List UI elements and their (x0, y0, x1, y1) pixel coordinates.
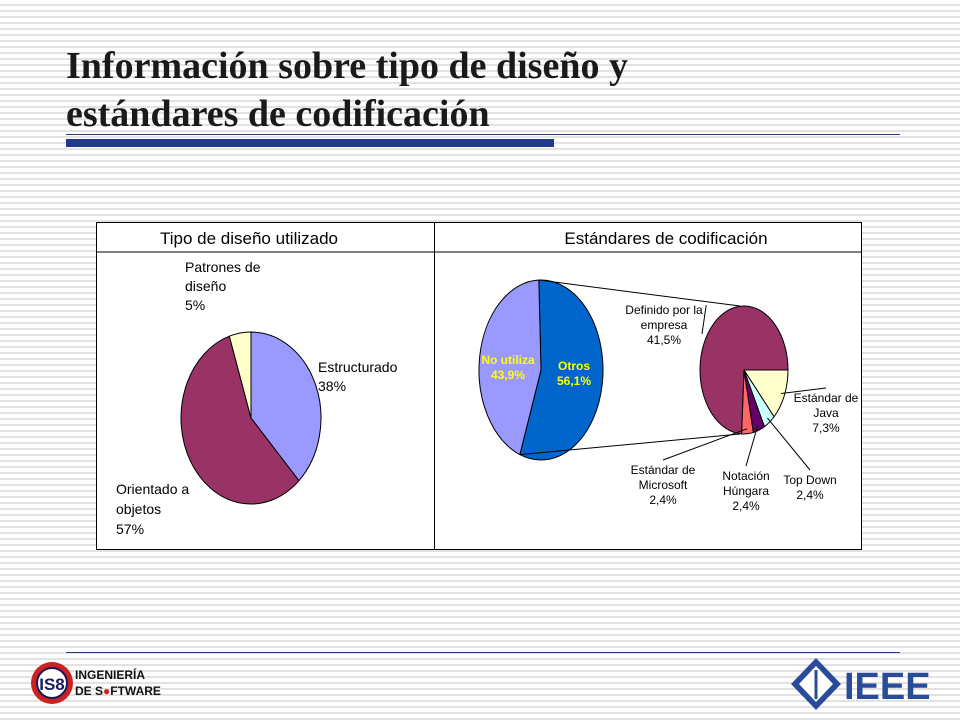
standards-noutiliza-label-line: No utiliza (481, 353, 535, 367)
breakdown-3-label: Estándar de Microsoft 2,4% (631, 463, 696, 507)
breakdown-0-label-line: 7,3% (812, 421, 840, 435)
standards-otros-label-line: 56,1% (557, 374, 591, 388)
charts-svg: Tipo de diseño utilizado Estándares de c… (96, 222, 862, 550)
design-oop-label: Orientado a objetos 57% (116, 481, 189, 537)
slide-title-line2: estándares de codificación (66, 93, 490, 135)
breakdown-4-label: Definido por la empresa 41,5% (625, 303, 703, 347)
breakdown-0-label-line: Java (813, 406, 839, 420)
logo-text-line2-b: FTWARE (110, 684, 161, 698)
breakdown-3-label-line: 2,4% (649, 493, 677, 507)
breakdown-0-label: Estándar de Java 7,3% (794, 391, 859, 435)
standards-otros-label: Otros 56,1% (557, 359, 591, 388)
design-structured-label-line: 38% (318, 378, 346, 394)
ieee-logo: IEEE (791, 658, 931, 710)
breakdown-4-label-line: Definido por la (625, 303, 703, 317)
design-structured-label: Estructurado 38% (318, 359, 398, 394)
leader-breakdown-4 (701, 305, 707, 335)
pie-standards: Otros 56,1% No utiliza 43,9% (478, 279, 604, 461)
title-underline-thick (66, 139, 554, 147)
pie-connectors (519, 279, 741, 456)
breakdown-4-label-line: empresa (641, 318, 688, 332)
slide-title: Información sobre tipo de diseño y están… (66, 42, 886, 138)
standards-noutiliza-label: No utiliza 43,9% (481, 353, 535, 382)
logo-gear-glyph: ● (103, 684, 110, 698)
logo-text-line2-a: DE S (75, 684, 103, 698)
logo-text-line1: INGENIERÍA (75, 667, 145, 682)
standards-noutiliza-label-line: 43,9% (491, 368, 525, 382)
pie-slice-standards-0 (519, 279, 604, 461)
logo-emblem-text: IS8 (39, 675, 65, 694)
breakdown-1-label: Top Down 2,4% (783, 473, 836, 502)
design-patterns-label-line: 5% (185, 297, 205, 313)
pie-design-type: Estructurado 38% Orientado a objetos 57% Patr… (116, 259, 398, 537)
breakdown-2-label-line: Notación (722, 469, 769, 483)
breakdown-0-label-line: Estándar de (794, 391, 859, 405)
title-underline-thin (66, 134, 900, 135)
design-oop-label-line: Orientado a (116, 481, 189, 497)
pie-slice-design-2 (228, 331, 252, 419)
breakdown-2-label-line: Húngara (723, 484, 769, 498)
pie-slice-design-1 (180, 335, 300, 505)
leader-breakdown-0 (781, 387, 827, 394)
leader-breakdown-3 (662, 428, 748, 461)
pie-slice-breakdown-4 (699, 305, 789, 435)
logo-circle-inner (36, 667, 68, 699)
logo-text-line2: DE S●FTWARE (75, 684, 161, 698)
ingenieria-software-logo: IS8 INGENIERÍA DE S●FTWARE (31, 662, 161, 704)
standards-otros-label-line: Otros (558, 359, 590, 373)
breakdown-2-label-line: 2,4% (732, 499, 760, 513)
chart-title-standards: Estándares de codificación (564, 229, 767, 248)
ieee-wordmark: IEEE (844, 666, 931, 708)
design-patterns-label-line: Patrones de (185, 259, 261, 275)
design-patterns-label-line: diseño (185, 278, 226, 294)
pie-slice-design-0 (250, 331, 322, 482)
design-oop-label-line: objetos (116, 501, 161, 517)
footer-rule (66, 652, 900, 653)
pie-slice-standards-1 (478, 279, 542, 456)
breakdown-3-label-line: Microsoft (639, 478, 688, 492)
leader-breakdown-2 (745, 425, 759, 467)
design-oop-label-line: 57% (116, 521, 144, 537)
charts-figure: Tipo de diseño utilizado Estándares de c… (96, 222, 862, 550)
breakdown-3-label-line: Estándar de (631, 463, 696, 477)
connector-bottom (519, 433, 741, 456)
chart-title-design: Tipo de diseño utilizado (160, 229, 338, 248)
connector-top (538, 279, 741, 307)
breakdown-1-label-line: 2,4% (796, 488, 824, 502)
breakdown-1-label-line: Top Down (783, 473, 836, 487)
breakdown-2-label: Notación Húngara 2,4% (722, 469, 769, 513)
design-structured-label-line: Estructurado (318, 359, 398, 375)
slide-title-line1: Información sobre tipo de diseño y (66, 45, 628, 87)
pie-standards-breakdown: Estándar de Java 7,3%Top Down 2,4%Notación H… (625, 303, 858, 513)
breakdown-4-label-line: 41,5% (647, 333, 681, 347)
design-patterns-label: Patrones de diseño 5% (185, 259, 261, 313)
leader-breakdown-1 (767, 417, 811, 471)
